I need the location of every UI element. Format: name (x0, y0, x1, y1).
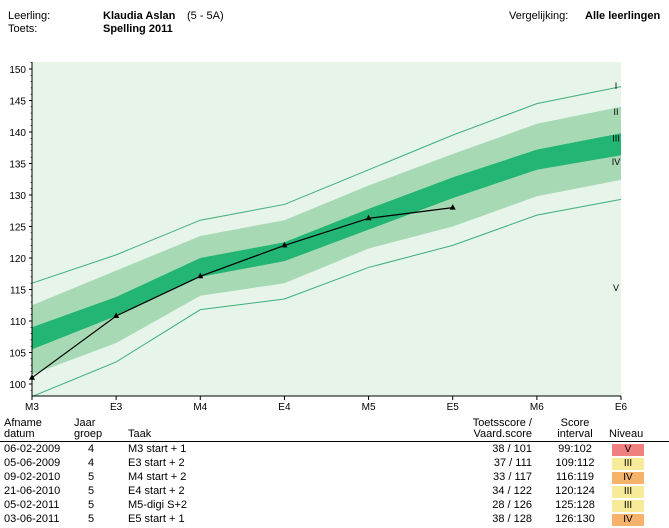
cell-interval: 125:128 (555, 499, 595, 511)
score-point (281, 241, 288, 248)
header-task: Taak (128, 428, 152, 440)
cell-year: 5 (87, 513, 95, 525)
cell-interval: 109:112 (555, 457, 595, 469)
level-label-V: V (613, 283, 619, 293)
y-tick-label-100: 100 (9, 380, 26, 391)
table-row: 03-06-2011 5 E5 start + 1 38 / 128 126:130 IV (0, 513, 669, 526)
cell-score: 33 / 117 (493, 471, 532, 483)
test-name: Spelling 2011 (103, 23, 173, 35)
y-tick-label-110: 110 (10, 317, 26, 328)
x-tick-label-M3: M3 (25, 402, 39, 413)
student-label: Leerling: (8, 10, 51, 22)
cell-score: 37 / 111 (493, 457, 532, 469)
cell-score: 28 / 126 (492, 499, 532, 511)
cell-date: 03-06-2011 (4, 513, 60, 525)
test-label: Toets: (8, 23, 38, 35)
y-tick-label-130: 130 (9, 191, 26, 202)
header-level: Niveau (609, 428, 644, 440)
x-tick-label-E6: E6 (615, 402, 628, 413)
level-label-I: I (615, 81, 618, 91)
cell-year: 5 (87, 471, 95, 483)
table-row: 05-02-2011 5 M5-digi S+2 28 / 126 125:128 III (0, 499, 669, 512)
band-upper-line (31, 86, 622, 284)
cell-year: 4 (87, 457, 95, 469)
y-tick-label-145: 145 (9, 97, 26, 108)
score-line (31, 207, 453, 379)
cell-task: M3 start + 1 (128, 443, 187, 455)
comparison-label: Vergelijking: (509, 10, 569, 22)
table-divider (0, 441, 669, 442)
band-lower-line (31, 198, 622, 398)
cell-interval: 99:102 (558, 443, 592, 455)
y-tick-label-105: 105 (9, 349, 26, 360)
table-row: 06-02-2009 4 M3 start + 1 38 / 101 99:102 V (0, 443, 669, 456)
table-row: 05-06-2009 4 E3 start + 2 37 / 111 109:112 II… (0, 457, 669, 470)
level-badge: IV (612, 472, 644, 484)
cell-date: 05-06-2009 (4, 457, 61, 469)
x-tick-label-M4: M4 (193, 402, 207, 413)
table-row: 21-06-2010 5 E4 start + 2 34 / 122 120:124 II… (0, 485, 669, 498)
y-tick-label-140: 140 (9, 128, 26, 139)
cell-year: 4 (87, 443, 95, 455)
level-badge: III (612, 500, 644, 512)
y-tick-label-135: 135 (9, 160, 26, 171)
student-name: Klaudia Aslan (103, 10, 176, 22)
cell-year: 5 (87, 499, 95, 511)
cell-score: 38 / 128 (492, 513, 532, 525)
cell-task: E3 start + 2 (128, 457, 185, 469)
cell-date: 05-02-2011 (4, 499, 60, 511)
header-date: Afname datum (4, 417, 42, 440)
cell-year: 5 (87, 485, 95, 497)
cell-interval: 120:124 (555, 485, 595, 497)
y-tick-label-120: 120 (9, 254, 26, 265)
cell-task: M4 start + 2 (128, 471, 187, 483)
level-badge: IV (612, 514, 644, 526)
y-tick-label-125: 125 (9, 223, 26, 234)
comparison-value: Alle leerlingen (585, 10, 661, 22)
cell-date: 09-02-2010 (4, 471, 61, 483)
score-point (365, 214, 372, 221)
cell-interval: 126:130 (555, 513, 595, 525)
x-tick-label-E5: E5 (447, 402, 460, 413)
x-tick-label-E4: E4 (278, 402, 291, 413)
score-point (29, 374, 35, 380)
cell-score: 38 / 101 (492, 443, 532, 455)
score-point (113, 312, 120, 318)
cell-task: E5 start + 1 (128, 513, 185, 525)
cell-interval: 116:119 (555, 471, 595, 483)
y-tick-label-150: 150 (9, 65, 26, 76)
x-tick-label-M5: M5 (362, 402, 376, 413)
cell-date: 21-06-2010 (4, 485, 61, 497)
level-badge: V (612, 444, 644, 456)
level-label-III: III (612, 133, 620, 143)
cell-task: E4 start + 2 (128, 485, 185, 497)
cell-date: 06-02-2009 (4, 443, 61, 455)
level-label-IV: IV (612, 157, 621, 167)
level-badge: III (612, 486, 644, 498)
x-tick-label-E3: E3 (110, 402, 123, 413)
student-group: (5 - 5A) (187, 10, 224, 22)
header-year: Jaar groep (74, 417, 103, 440)
x-tick-label-M6: M6 (530, 402, 544, 413)
table-row: 09-02-2010 5 M4 start + 2 33 / 117 116:119 IV (0, 471, 669, 484)
header-score: Toetsscore / Vaard.score (472, 417, 532, 440)
header-interval: Score interval (557, 417, 593, 440)
growth-chart: 100 105 110 115 120 125 130 135 140 145 150 M3 E3 M4 E… (9, 62, 628, 413)
y-tick-label-115: 115 (10, 286, 26, 297)
score-point (197, 272, 204, 279)
level-label-II: II (613, 107, 618, 117)
level-badge: III (612, 458, 644, 470)
score-point (449, 204, 456, 210)
cell-task: M5-digi S+2 (128, 499, 188, 511)
cell-score: 34 / 122 (492, 485, 532, 497)
band-dark (32, 133, 621, 350)
